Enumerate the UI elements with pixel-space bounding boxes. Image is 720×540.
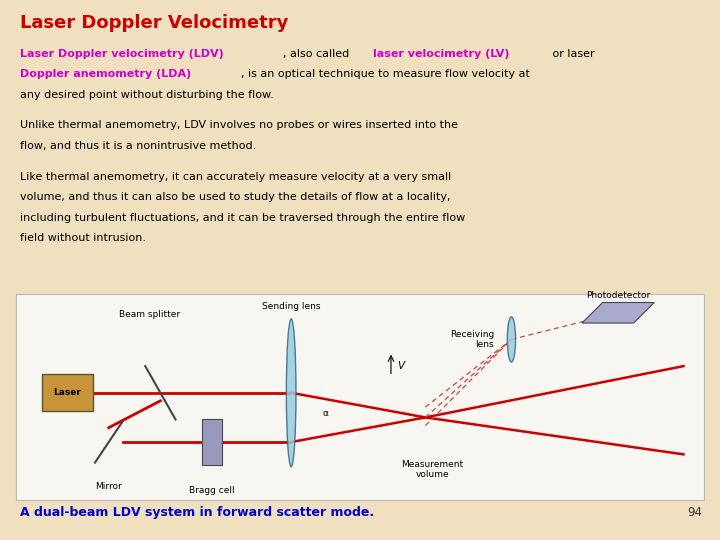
FancyBboxPatch shape xyxy=(16,294,704,500)
FancyBboxPatch shape xyxy=(42,374,94,411)
Text: , also called: , also called xyxy=(283,49,353,59)
Text: Laser: Laser xyxy=(53,388,81,397)
Text: Beam splitter: Beam splitter xyxy=(120,310,181,319)
Text: , is an optical technique to measure flow velocity at: , is an optical technique to measure flo… xyxy=(241,69,530,79)
Text: field without intrusion.: field without intrusion. xyxy=(20,233,146,244)
Text: Unlike thermal anemometry, LDV involves no probes or wires inserted into the: Unlike thermal anemometry, LDV involves … xyxy=(20,120,458,131)
Text: Doppler anemometry (LDA): Doppler anemometry (LDA) xyxy=(20,69,192,79)
Text: Laser Doppler velocimetry (LDV): Laser Doppler velocimetry (LDV) xyxy=(20,49,224,59)
Text: or laser: or laser xyxy=(549,49,595,59)
Text: V: V xyxy=(397,361,404,371)
Text: including turbulent fluctuations, and it can be traversed through the entire flo: including turbulent fluctuations, and it… xyxy=(20,213,465,223)
Text: laser velocimetry (LV): laser velocimetry (LV) xyxy=(373,49,510,59)
Text: Bragg cell: Bragg cell xyxy=(189,487,235,495)
Text: Sending lens: Sending lens xyxy=(262,302,320,310)
Text: 94: 94 xyxy=(687,507,702,519)
Text: Laser Doppler Velocimetry: Laser Doppler Velocimetry xyxy=(20,14,289,31)
Ellipse shape xyxy=(508,317,516,362)
FancyBboxPatch shape xyxy=(202,420,222,464)
Text: Like thermal anemometry, it can accurately measure velocity at a very small: Like thermal anemometry, it can accurate… xyxy=(20,172,451,182)
Text: Measurement
volume: Measurement volume xyxy=(401,460,464,479)
Text: α: α xyxy=(322,409,328,418)
Text: Mirror: Mirror xyxy=(95,482,122,491)
Polygon shape xyxy=(582,302,654,323)
Ellipse shape xyxy=(287,319,296,467)
Text: Photodetector: Photodetector xyxy=(586,291,650,300)
Text: flow, and thus it is a nonintrusive method.: flow, and thus it is a nonintrusive meth… xyxy=(20,141,256,151)
Text: volume, and thus it can also be used to study the details of flow at a locality,: volume, and thus it can also be used to … xyxy=(20,192,451,202)
Text: any desired point without disturbing the flow.: any desired point without disturbing the… xyxy=(20,90,274,100)
Text: Receiving
lens: Receiving lens xyxy=(450,330,494,349)
Text: A dual-beam LDV system in forward scatter mode.: A dual-beam LDV system in forward scatte… xyxy=(20,507,374,519)
